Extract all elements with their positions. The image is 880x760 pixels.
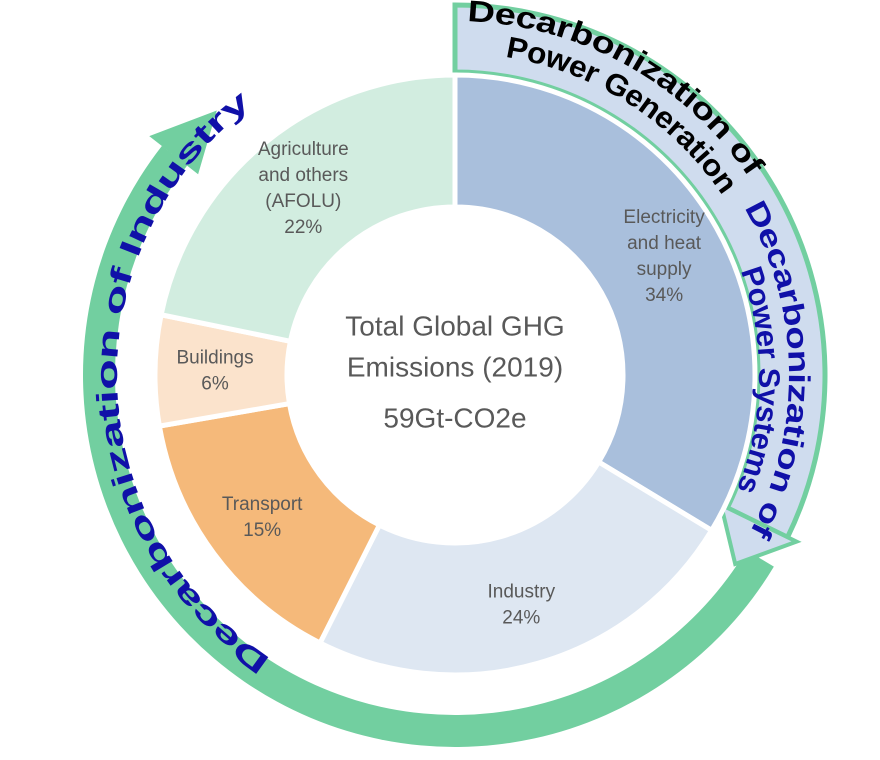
- center-title: Emissions (2019): [347, 351, 563, 382]
- segment-value: 15%: [243, 520, 281, 541]
- segment-label: Transport: [222, 494, 303, 515]
- segment-label: (AFOLU): [265, 191, 341, 212]
- industry-arrow: [83, 110, 774, 747]
- donut-segment: [156, 400, 383, 647]
- center-value: 59Gt-CO2e: [383, 402, 526, 433]
- segment-label: and heat: [627, 233, 702, 254]
- segment-value: 6%: [201, 373, 229, 394]
- power-arrow-head: [718, 501, 802, 567]
- segment-value: 34%: [645, 285, 683, 306]
- segment-label: Buildings: [176, 347, 253, 368]
- donut-segment: [452, 72, 758, 534]
- donut-segment: [158, 72, 458, 345]
- segment-label: and others: [258, 165, 348, 186]
- segment-label: Industry: [488, 582, 556, 603]
- segment-label: Agriculture: [258, 139, 349, 160]
- donut-segment: [316, 458, 716, 678]
- segment-label: supply: [637, 259, 692, 280]
- segment-value: 22%: [284, 217, 322, 238]
- segment-value: 24%: [502, 608, 540, 629]
- segment-label: Electricity: [623, 207, 705, 228]
- center-title: Total Global GHG: [345, 310, 564, 341]
